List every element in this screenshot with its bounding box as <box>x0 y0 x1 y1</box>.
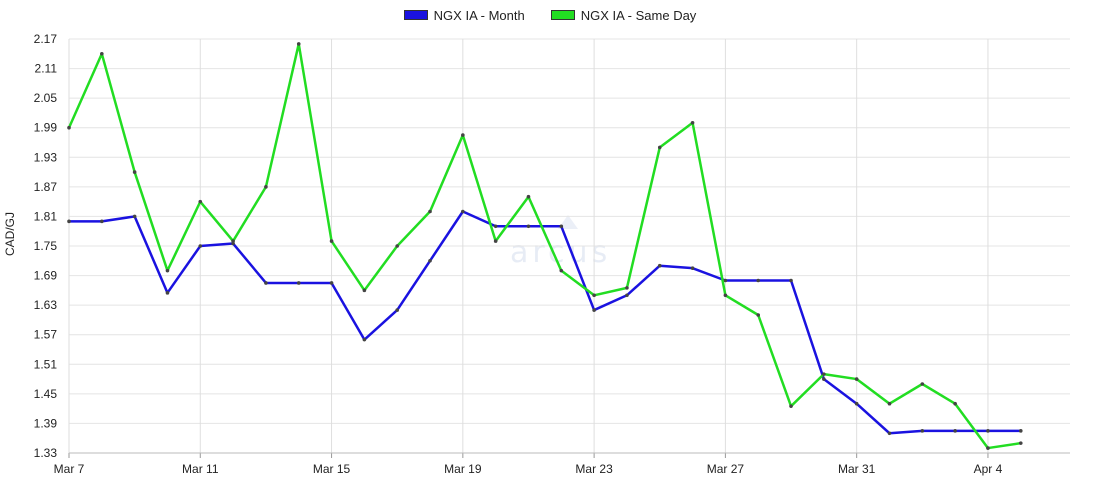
legend-swatch-same-day <box>550 10 575 20</box>
y-tick-label: 1.99 <box>34 121 58 135</box>
y-tick-label: 1.57 <box>34 328 58 342</box>
x-tick-label: Mar 15 <box>313 462 351 476</box>
y-tick-label: 1.39 <box>34 416 58 430</box>
x-tick-label: Mar 19 <box>444 462 482 476</box>
data-point-month[interactable] <box>428 258 432 263</box>
x-tick-label: Apr 4 <box>974 462 1003 476</box>
data-point-month[interactable] <box>920 429 925 433</box>
legend-label-month: NGX IA - Month <box>433 7 525 23</box>
data-point-same-day[interactable] <box>100 51 104 56</box>
data-point-month[interactable] <box>132 214 137 219</box>
x-tick-label: Mar 27 <box>707 462 745 476</box>
data-point-same-day[interactable] <box>625 286 629 290</box>
data-point-month[interactable] <box>789 278 793 283</box>
data-point-month[interactable] <box>986 429 990 433</box>
data-point-same-day[interactable] <box>198 199 203 204</box>
data-point-same-day[interactable] <box>329 239 334 243</box>
data-point-same-day[interactable] <box>67 125 71 130</box>
data-point-month[interactable] <box>165 291 170 295</box>
data-point-same-day[interactable] <box>756 313 761 317</box>
data-point-month[interactable] <box>296 281 301 285</box>
legend-item-month[interactable]: NGX IA - Month <box>403 7 525 23</box>
data-point-month[interactable] <box>526 224 531 229</box>
y-tick-label: 1.87 <box>34 180 58 194</box>
data-point-same-day[interactable] <box>690 120 695 125</box>
data-point-month[interactable] <box>887 431 892 436</box>
data-point-month[interactable] <box>592 308 596 312</box>
data-point-month[interactable] <box>264 281 268 285</box>
legend-swatch-month <box>403 10 428 20</box>
data-point-month[interactable] <box>690 266 695 270</box>
data-point-month[interactable] <box>67 219 71 224</box>
data-point-same-day[interactable] <box>887 401 892 406</box>
data-point-month[interactable] <box>198 244 203 248</box>
data-point-month[interactable] <box>1018 429 1023 433</box>
data-point-month[interactable] <box>461 209 465 214</box>
x-tick-label: Mar 11 <box>182 462 219 476</box>
data-point-month[interactable] <box>362 337 367 342</box>
data-point-same-day[interactable] <box>493 239 498 243</box>
data-point-same-day[interactable] <box>953 401 957 406</box>
data-point-same-day[interactable] <box>264 185 268 189</box>
data-point-month[interactable] <box>625 293 629 298</box>
data-point-month[interactable] <box>756 278 761 283</box>
data-point-same-day[interactable] <box>461 133 465 137</box>
data-point-same-day[interactable] <box>592 293 596 298</box>
data-point-same-day[interactable] <box>854 377 859 381</box>
data-point-same-day[interactable] <box>395 244 399 248</box>
data-point-month[interactable] <box>559 224 564 229</box>
y-tick-label: 1.45 <box>34 387 58 401</box>
data-point-month[interactable] <box>329 281 334 285</box>
data-point-same-day[interactable] <box>231 239 235 243</box>
series-line-month[interactable] <box>69 210 1021 435</box>
y-tick-label: 1.51 <box>34 357 58 371</box>
data-point-same-day[interactable] <box>526 194 531 199</box>
series-line-same-day[interactable] <box>67 42 1021 450</box>
y-tick-label: 1.33 <box>34 446 58 460</box>
data-point-month[interactable] <box>395 308 399 312</box>
axis-layer: 1.33 1.39 1.45 1.51 1.57 1.63 1.69 1.75 1.81 1.87… <box>34 32 1070 476</box>
y-tick-label: 2.11 <box>35 62 58 76</box>
data-point-month[interactable] <box>493 224 498 229</box>
data-point-month[interactable] <box>657 263 662 268</box>
data-point-same-day[interactable] <box>428 209 432 214</box>
data-point-month[interactable] <box>822 377 826 381</box>
legend: NGX IA - Month NGX IA - Same Day <box>0 5 1100 25</box>
data-point-same-day[interactable] <box>920 382 925 386</box>
data-point-month[interactable] <box>723 278 728 283</box>
y-tick-label: 1.69 <box>34 269 58 283</box>
data-point-same-day[interactable] <box>723 293 728 298</box>
grid-layer <box>68 38 1070 454</box>
data-point-same-day[interactable] <box>789 404 793 408</box>
legend-item-same-day[interactable]: NGX IA - Same Day <box>550 7 697 23</box>
x-tick-label: Mar 23 <box>575 462 613 476</box>
y-tick-label: 1.75 <box>34 239 58 253</box>
y-tick-label: 2.05 <box>34 91 58 105</box>
data-point-same-day[interactable] <box>132 170 137 174</box>
x-tick-label: Mar 31 <box>838 462 876 476</box>
data-point-month[interactable] <box>231 241 235 246</box>
data-point-same-day[interactable] <box>657 145 662 150</box>
data-point-same-day[interactable] <box>165 268 170 273</box>
data-point-same-day[interactable] <box>986 446 990 450</box>
data-point-month[interactable] <box>100 219 104 224</box>
y-tick-label: 1.81 <box>34 209 58 223</box>
y-tick-label: 2.17 <box>34 32 58 46</box>
series-layer <box>67 42 1023 450</box>
y-tick-label: 1.93 <box>34 150 58 164</box>
data-point-same-day[interactable] <box>362 288 367 293</box>
data-point-same-day[interactable] <box>559 268 564 273</box>
data-point-same-day[interactable] <box>1018 441 1023 445</box>
data-point-same-day[interactable] <box>296 42 301 46</box>
data-point-same-day[interactable] <box>822 372 826 376</box>
x-tick-label: Mar 7 <box>54 462 85 476</box>
legend-label-same-day: NGX IA - Same Day <box>580 7 697 23</box>
data-point-month[interactable] <box>953 429 957 433</box>
y-tick-label: 1.63 <box>34 298 58 312</box>
data-point-month[interactable] <box>854 401 859 406</box>
